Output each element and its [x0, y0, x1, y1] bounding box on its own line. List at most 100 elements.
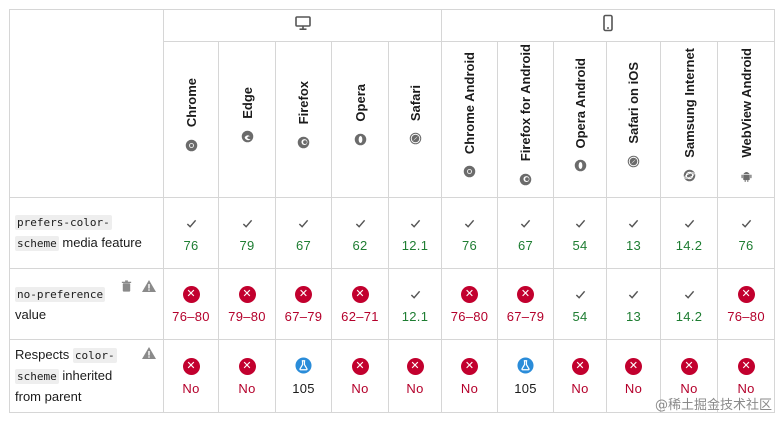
support-cell[interactable]: ✕ 76–80 [163, 268, 219, 340]
warning-icon [141, 346, 157, 366]
support-cell[interactable]: 54 [553, 197, 608, 269]
browser-header-opera: Opera [331, 41, 389, 198]
support-cell[interactable]: 105 [497, 339, 555, 413]
browser-name: Chrome [183, 78, 199, 128]
support-cell[interactable]: ✕ 62–71 [331, 268, 389, 340]
support-cell[interactable]: ✕ 76–80 [441, 268, 499, 340]
cross-icon: ✕ [164, 357, 218, 375]
support-cell[interactable]: ✕ No [660, 339, 719, 413]
browser-name: Opera Android [572, 57, 588, 149]
check-icon [718, 214, 774, 232]
feature-code: prefers-color- [15, 215, 112, 230]
browser-header-edge: Edge [218, 41, 276, 198]
feature-code: no-preference [15, 286, 106, 302]
support-version: 54 [572, 237, 588, 253]
platform-desktop [162, 9, 443, 42]
support-cell[interactable]: 13 [606, 197, 662, 269]
support-cell[interactable]: ✕ 79–80 [218, 268, 276, 340]
feature-code-cont: scheme [15, 236, 59, 251]
support-version: No [351, 380, 369, 396]
support-cell[interactable]: 105 [275, 339, 332, 413]
cross-icon: ✕ [219, 285, 275, 303]
chrome-icon [185, 139, 198, 152]
browser-header-webview-android: WebView Android [717, 41, 776, 198]
browser-header-firefox: Firefox [275, 41, 332, 198]
support-cell[interactable]: 76 [441, 197, 499, 269]
support-cell[interactable]: ✕ 76–80 [717, 268, 776, 340]
cross-icon: ✕ [718, 285, 774, 303]
check-icon [389, 285, 441, 303]
support-cell[interactable]: ✕ No [606, 339, 662, 413]
support-cell[interactable]: ✕ No [717, 339, 776, 413]
support-cell[interactable]: ✕ No [441, 339, 499, 413]
feature-no-preference: no-preference value [9, 268, 164, 340]
feature-row: no-preference value ✕ 76–80 ✕ 79–80 ✕ 67–79 ✕ 62–… [9, 268, 776, 340]
feature-code: color- [72, 348, 117, 363]
cross-icon: ✕ [389, 357, 441, 375]
support-cell[interactable]: 14.2 [660, 268, 719, 340]
support-cell[interactable]: ✕ No [553, 339, 608, 413]
check-icon [498, 214, 553, 232]
cross-icon: ✕ [718, 357, 774, 375]
android-icon [740, 169, 753, 182]
support-cell[interactable]: ✕ No [218, 339, 276, 413]
support-version: 12.1 [401, 237, 429, 253]
warning-icon [141, 279, 157, 299]
edge-icon [241, 130, 254, 143]
opera-icon [574, 159, 587, 172]
support-version: No [737, 380, 755, 396]
support-cell[interactable]: 67 [497, 197, 555, 269]
support-version: 76 [738, 237, 754, 253]
check-icon [276, 214, 331, 232]
support-version: 62 [352, 237, 368, 253]
support-cell[interactable]: 12.1 [387, 268, 443, 340]
cross-icon: ✕ [332, 285, 388, 303]
support-cell[interactable]: ✕ 67–79 [497, 268, 555, 340]
support-cell[interactable]: 54 [553, 268, 608, 340]
support-cell[interactable]: ✕ No [331, 339, 389, 413]
support-cell[interactable]: ✕ No [387, 339, 443, 413]
feature-code-cont: scheme [15, 369, 59, 384]
browser-header-safari: Safari [387, 41, 443, 198]
browser-header-chrome: Chrome [163, 41, 219, 198]
support-cell[interactable]: 13 [606, 268, 662, 340]
support-version: 62–71 [341, 308, 379, 324]
support-cell[interactable]: 67 [275, 197, 332, 269]
support-cell[interactable]: 79 [218, 197, 276, 269]
safari-icon [627, 155, 640, 168]
support-cell[interactable]: 14.2 [660, 197, 719, 269]
browser-header-safari-on-ios: Safari on iOS [606, 41, 662, 198]
support-version: 12.1 [401, 308, 429, 324]
platform-mobile [441, 9, 776, 42]
cross-icon: ✕ [442, 285, 497, 303]
support-cell[interactable]: 62 [331, 197, 389, 269]
browser-name: Samsung Internet [681, 48, 697, 158]
support-version: No [571, 380, 589, 396]
safari-icon [409, 132, 422, 145]
cross-icon: ✕ [661, 357, 717, 375]
feature-text-before: Respects [15, 347, 70, 362]
opera-icon [354, 133, 367, 146]
support-version: 13 [625, 237, 642, 253]
support-cell[interactable]: 76 [163, 197, 219, 269]
support-cell[interactable]: 76 [717, 197, 776, 269]
support-cell[interactable]: ✕ 67–79 [275, 268, 332, 340]
cross-icon: ✕ [607, 357, 660, 375]
check-icon [389, 214, 441, 232]
firefox-icon [519, 173, 532, 186]
browser-name: Opera [352, 84, 368, 122]
support-version: 76–80 [172, 308, 210, 324]
support-cell[interactable]: 12.1 [387, 197, 443, 269]
check-icon [607, 214, 660, 232]
check-icon [607, 285, 660, 303]
cross-icon: ✕ [332, 357, 388, 375]
cross-icon: ✕ [164, 285, 218, 303]
feature-respects-color-scheme: Respects color-scheme inherited from pare… [9, 339, 164, 413]
feature-text-after: inherited [62, 368, 113, 383]
support-version: No [238, 380, 256, 396]
check-icon [164, 214, 218, 232]
feature-prefers-color-scheme: prefers-color-scheme media feature [9, 197, 164, 269]
cross-icon: ✕ [219, 357, 275, 375]
check-icon [661, 214, 717, 232]
support-cell[interactable]: ✕ No [163, 339, 219, 413]
